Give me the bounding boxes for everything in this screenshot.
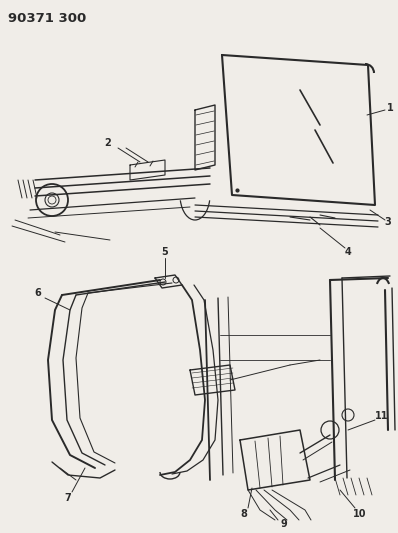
Text: 8: 8 xyxy=(240,509,248,519)
Text: 1: 1 xyxy=(386,103,393,113)
Text: 2: 2 xyxy=(105,138,111,148)
Text: 9: 9 xyxy=(281,519,287,529)
Text: 7: 7 xyxy=(64,493,71,503)
Text: 5: 5 xyxy=(162,247,168,257)
Text: 10: 10 xyxy=(353,509,367,519)
Text: 4: 4 xyxy=(345,247,351,257)
Text: 6: 6 xyxy=(35,288,41,298)
Text: 11: 11 xyxy=(375,411,389,421)
Text: 90371 300: 90371 300 xyxy=(8,12,86,25)
Text: 3: 3 xyxy=(384,217,391,227)
